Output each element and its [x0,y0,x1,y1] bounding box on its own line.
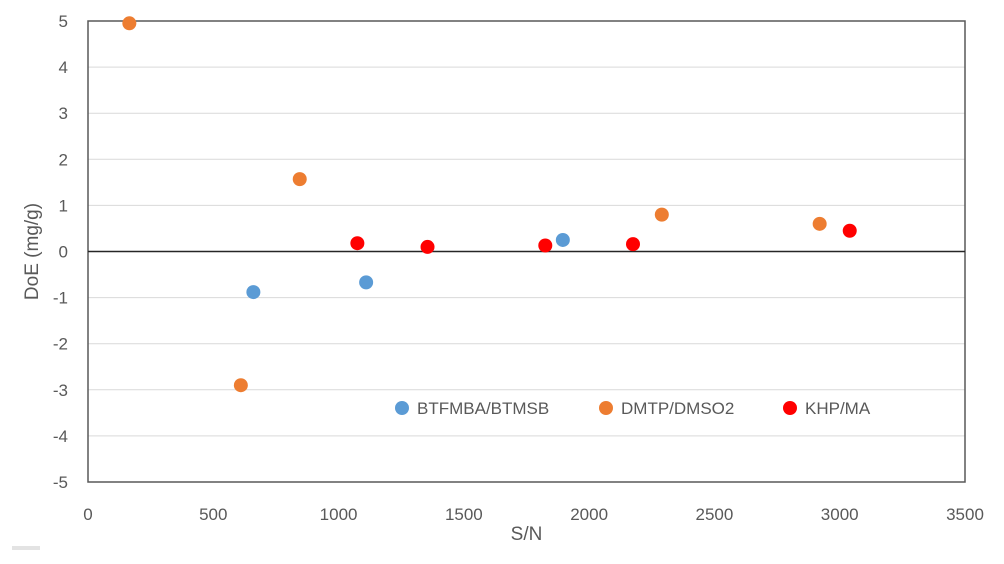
data-point-series-3 [420,239,435,254]
x-tick-label: 500 [199,505,227,524]
y-tick-label: 4 [59,58,68,77]
y-tick-label: 5 [59,12,68,31]
x-tick-label: 1000 [320,505,358,524]
x-tick-label: 3500 [946,505,984,524]
x-tick-label: 0 [83,505,92,524]
legend-label: KHP/MA [805,399,871,418]
data-point-series-3 [625,237,640,252]
x-axis-title: S/N [511,524,543,545]
data-point-series-1 [359,275,374,290]
y-axis-tick-labels: 5 4 3 2 1 0 -1 -2 -3 -4 -5 [53,12,68,492]
y-tick-label: -1 [53,289,68,308]
corner-mark [12,546,40,550]
legend-marker [395,401,409,415]
data-point-series-1 [555,232,570,247]
data-point-series-3 [350,236,365,251]
legend-marker [599,401,613,415]
data-point-series-3 [538,238,553,253]
legend: BTFMBA/BTMSB DMTP/DMSO2 KHP/MA [395,399,871,418]
y-axis-title: DoE (mg/g) [22,203,43,300]
x-tick-label: 3000 [821,505,859,524]
x-tick-label: 2000 [570,505,608,524]
data-point-series-2 [292,172,307,187]
data-points [122,16,857,393]
data-point-series-1 [246,285,261,300]
y-tick-label: -4 [53,427,68,446]
x-tick-label: 1500 [445,505,483,524]
x-tick-label: 2500 [696,505,734,524]
y-tick-label: 1 [59,196,68,215]
legend-marker [783,401,797,415]
legend-label: BTFMBA/BTMSB [417,399,549,418]
data-point-series-2 [233,378,248,393]
y-tick-label: 0 [59,243,68,262]
data-point-series-2 [812,216,827,231]
data-point-series-2 [654,207,669,222]
y-tick-label: -3 [53,381,68,400]
legend-label: DMTP/DMSO2 [621,399,734,418]
y-tick-label: 3 [59,104,68,123]
y-tick-label: -5 [53,473,68,492]
data-point-series-3 [842,223,857,238]
y-tick-label: 2 [59,150,68,169]
x-axis-tick-labels: 0 500 1000 1500 2000 2500 3000 3500 [83,505,984,524]
y-tick-label: -2 [53,335,68,354]
data-point-series-2 [122,16,137,31]
